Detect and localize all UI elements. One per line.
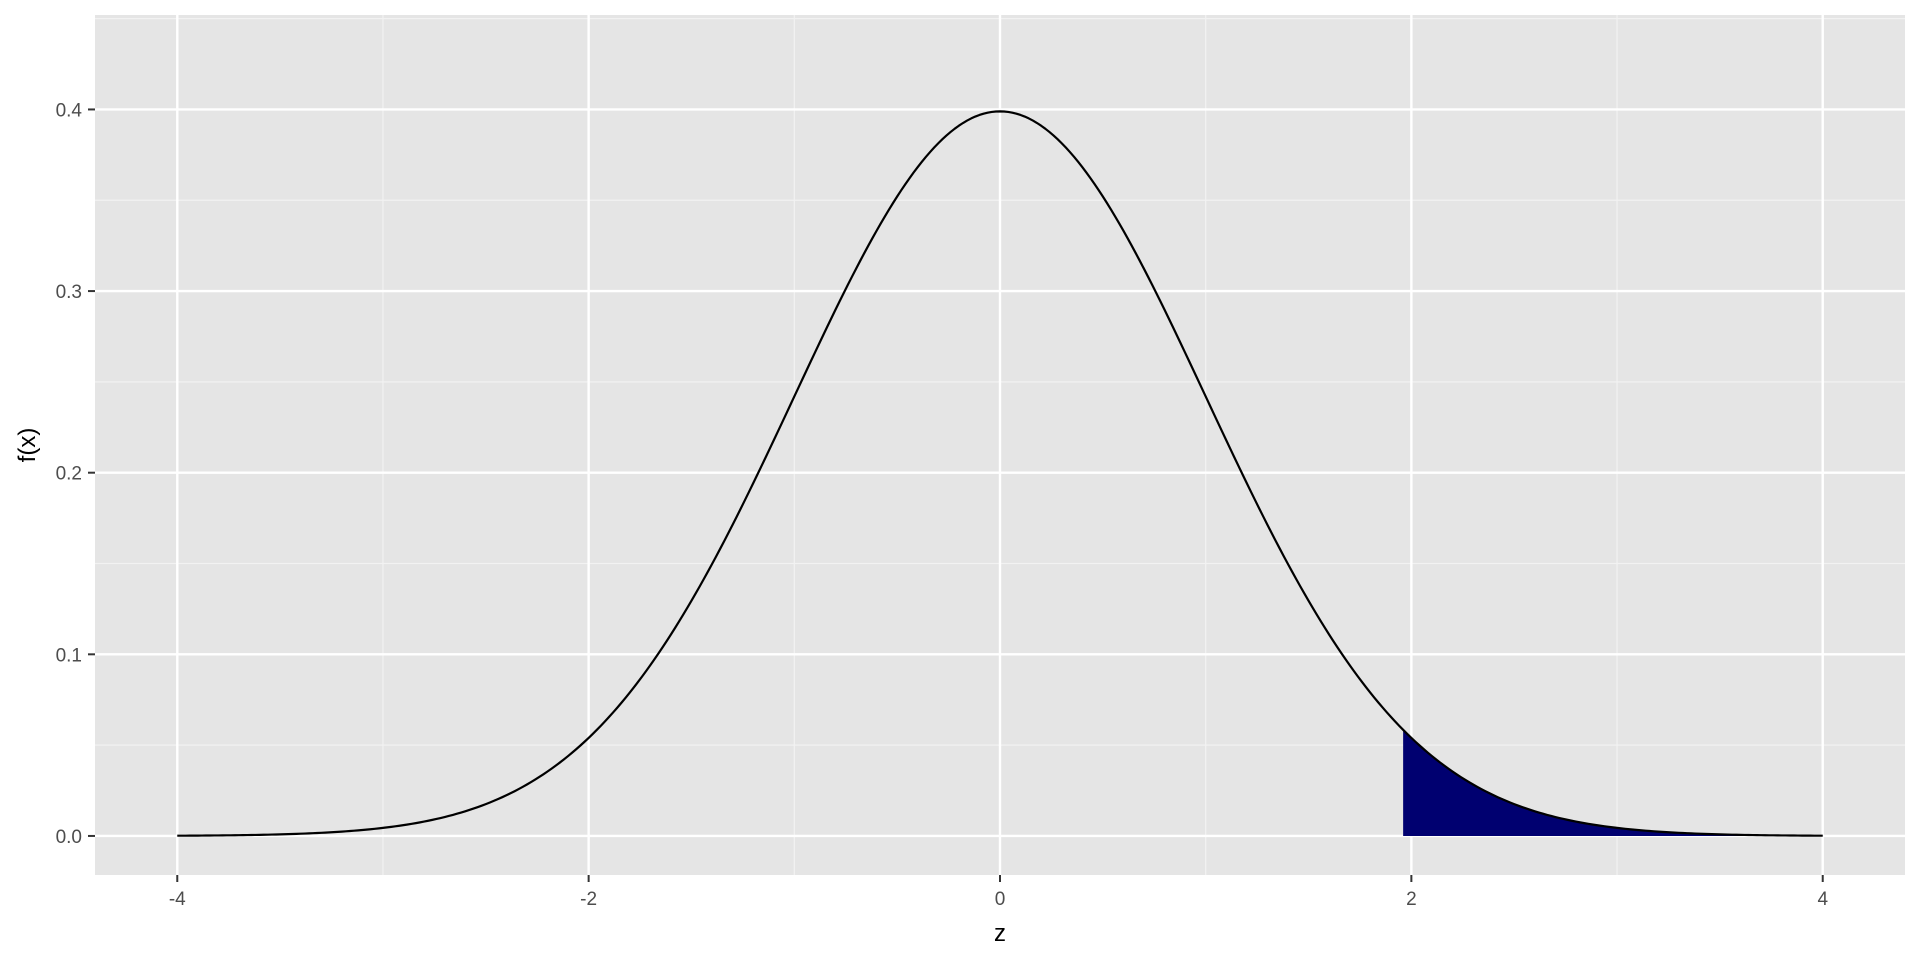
x-tick-label: 4 (1817, 889, 1828, 910)
y-axis-title: f(x) (14, 428, 41, 463)
y-tick-label: 0.1 (56, 645, 82, 666)
y-tick-label: 0.2 (56, 464, 82, 485)
y-axis-ticks: 0.0 0.1 0.2 0.3 0.4 (56, 100, 95, 848)
x-axis-title: z (994, 920, 1006, 947)
y-tick-label: 0.0 (56, 827, 82, 848)
x-tick-label: 2 (1406, 889, 1417, 910)
y-tick-label: 0.3 (56, 282, 82, 303)
x-tick-label: -2 (580, 889, 597, 910)
x-tick-label: 0 (995, 889, 1006, 910)
shaded-tail-area (1403, 729, 1823, 836)
x-tick-label: -4 (169, 889, 186, 910)
major-gridlines (95, 15, 1905, 875)
density-curve (177, 110, 1823, 837)
x-axis-ticks: -4 -2 0 2 4 (169, 875, 1828, 910)
y-tick-label: 0.4 (56, 100, 83, 121)
